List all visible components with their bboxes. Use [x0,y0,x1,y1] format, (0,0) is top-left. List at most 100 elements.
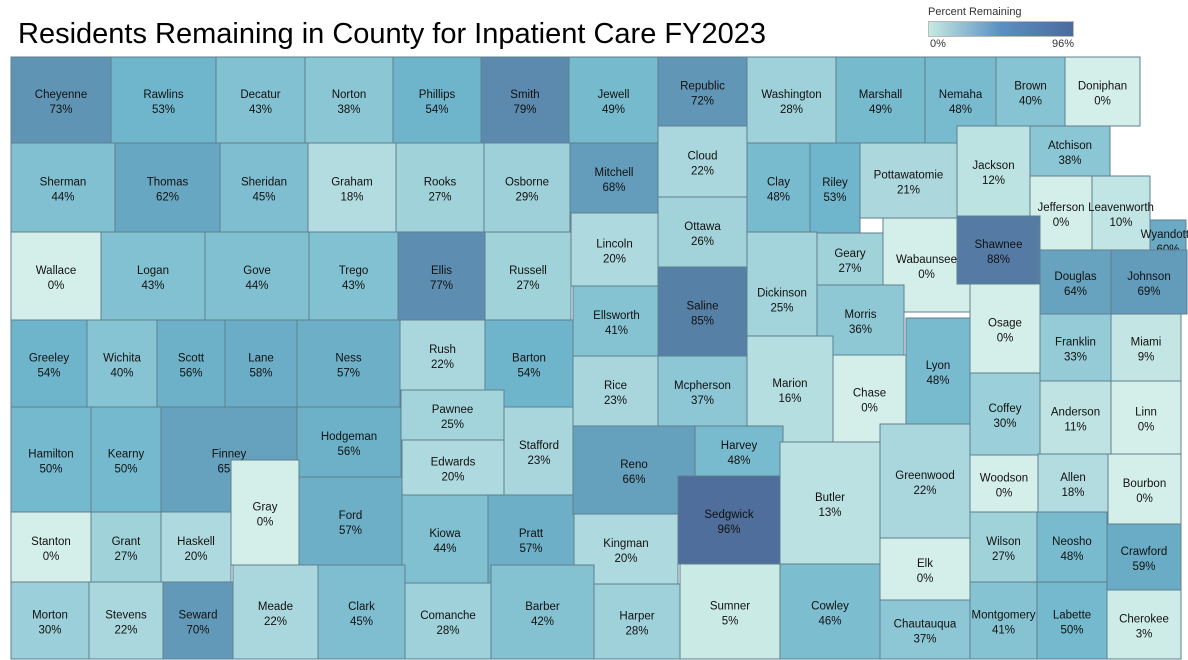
county-cheyenne: Cheyenne 73% [10,56,112,144]
county-value-label: 22% [691,166,714,178]
county-shape [1110,313,1182,382]
county-value-label: 28% [436,625,459,637]
county-chautauqua: Chautauqua 37% [879,599,971,660]
county-value-label: 12% [982,175,1005,187]
county-value-label: 50% [39,464,62,476]
county-value-label: 53% [823,192,846,204]
county-shape [809,142,861,234]
county-anderson: Anderson 11% [1039,380,1112,455]
county-value-label: 0% [48,280,65,292]
county-shape [679,563,781,660]
county-value-label: 3% [1136,629,1153,641]
legend-min-label: 0% [930,38,946,50]
county-value-label: 44% [51,192,74,204]
county-lincoln: Lincoln 20% [570,212,659,287]
county-shape [572,285,661,357]
county-name-label: Harper [619,611,654,623]
county-atchison: Atchison 38% [1029,125,1111,177]
county-value-label: 25% [441,419,464,431]
county-value-label: 64% [1064,286,1087,298]
county-doniphan: Doniphan 0% [1064,56,1141,127]
county-value-label: 42% [531,616,554,628]
county-value-label: 0% [861,403,878,415]
county-name-label: Hamilton [28,449,73,461]
county-name-label: Barber [525,601,560,613]
county-name-label: Reno [620,459,648,471]
county-value-label: 56% [179,368,202,380]
legend-color-bar [928,21,1074,37]
county-value-label: 20% [614,553,637,565]
county-comanche: Comanche 28% [404,582,492,660]
county-shape [230,459,300,566]
county-name-label: Stafford [519,440,559,452]
county-graham: Graham 18% [307,142,397,233]
county-shape [401,439,505,496]
county-scott: Scott 56% [156,319,226,408]
county-name-label: Morton [32,610,68,622]
county-marion: Marion 16% [746,335,834,443]
county-franklin: Franklin 33% [1039,313,1112,382]
county-decatur: Decatur 43% [215,56,306,144]
county-shape [1091,175,1151,251]
county-name-label: Johnson [1127,271,1170,283]
county-wilson: Wilson 27% [969,511,1038,583]
county-value-label: 73% [49,104,72,116]
county-value-label: 49% [602,104,625,116]
county-woodson: Woodson 0% [969,454,1039,513]
county-value-label: 38% [337,104,360,116]
county-name-label: Meade [258,601,293,613]
county-value-label: 54% [517,368,540,380]
county-shape [483,142,571,233]
county-clark: Clark 45% [317,564,406,660]
county-name-label: Ellsworth [593,310,640,322]
county-name-label: Wyandotte [1141,229,1188,241]
county-name-label: Russell [509,265,547,277]
county-name-label: Ellis [431,265,452,277]
county-name-label: Cowley [811,601,849,613]
county-shape [296,319,401,408]
county-hodgeman: Hodgeman 56% [296,406,402,478]
county-value-label: 38% [1058,155,1081,167]
county-cherokee: Cherokee 3% [1106,589,1182,660]
county-shape [204,231,310,321]
county-value-label: 10% [1109,217,1132,229]
county-shape [568,56,659,144]
county-chase: Chase 0% [832,354,907,443]
county-name-label: Stanton [31,536,71,548]
county-name-label: Montgomery [972,610,1036,622]
map-title: Residents Remaining in County for Inpati… [18,18,766,50]
county-name-label: Marshall [859,89,902,101]
county-name-label: Wilson [986,536,1021,548]
county-name-label: Edwards [431,457,476,469]
county-value-label: 66% [622,474,645,486]
county-ottawa: Ottawa 26% [657,196,748,268]
county-montgomery: Montgomery 41% [969,581,1038,660]
county-riley: Riley 53% [809,142,861,234]
county-stevens: Stevens 22% [88,581,164,660]
county-name-label: Mcpherson [674,380,731,392]
county-name-label: Gove [243,265,271,277]
county-value-label: 22% [264,616,287,628]
county-phillips: Phillips 54% [392,56,482,144]
county-name-label: Osage [988,318,1022,330]
county-sumner: Sumner 5% [679,563,781,660]
county-value-label: 27% [516,280,539,292]
county-name-label: Osborne [505,177,549,189]
county-lane: Lane 58% [224,319,298,408]
county-name-label: Crawford [1121,546,1168,558]
county-name-label: Grant [112,536,142,548]
county-name-label: Elk [917,558,933,570]
county-osborne: Osborne 29% [483,142,571,233]
county-clay: Clay 48% [746,142,811,233]
county-value-label: 20% [184,551,207,563]
county-ellsworth: Ellsworth 41% [572,285,661,357]
county-ellis: Ellis 77% [397,231,486,321]
county-name-label: Anderson [1051,407,1100,419]
county-name-label: Smith [510,89,539,101]
county-name-label: Linn [1135,407,1157,419]
county-name-label: Chase [853,388,886,400]
county-value-label: 37% [913,634,936,646]
county-value-label: 22% [114,625,137,637]
county-saline: Saline 85% [657,266,748,357]
